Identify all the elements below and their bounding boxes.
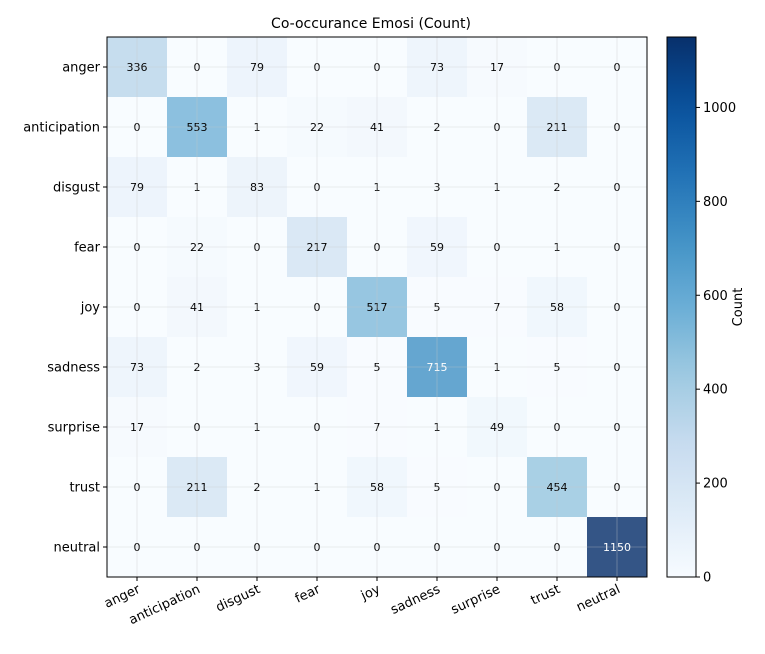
x-tick-label: fear xyxy=(293,582,323,607)
y-tick-label: disgust xyxy=(53,181,100,196)
x-tick-label: neutral xyxy=(574,582,622,615)
y-tick-label: sadness xyxy=(47,361,100,376)
y-tick-label: anger xyxy=(62,61,100,76)
x-tick-label: anger xyxy=(102,582,143,612)
colorbar-tick-label: 600 xyxy=(703,289,728,304)
x-tick-label: trust xyxy=(529,582,563,609)
y-tick-label: trust xyxy=(69,481,100,496)
chart-title: Co-occurance Emosi (Count) xyxy=(271,16,471,32)
colorbar-tick-label: 0 xyxy=(703,571,711,586)
colorbar-tick-label: 800 xyxy=(703,195,728,210)
x-tick-label: joy xyxy=(358,582,383,604)
y-tick-label: joy xyxy=(80,301,101,316)
y-tick-label: neutral xyxy=(54,541,101,556)
colorbar-tick-label: 1000 xyxy=(703,101,736,116)
gridlines xyxy=(107,37,647,577)
x-tick-label: disgust xyxy=(214,582,263,615)
colorbar-gradient xyxy=(666,36,697,578)
x-tick-label: surprise xyxy=(449,582,503,618)
y-tick-label: surprise xyxy=(48,421,100,436)
x-tick-label: sadness xyxy=(389,582,443,618)
y-tick-label: fear xyxy=(74,241,101,256)
colorbar: 0 200 400 600 800 1000 Count xyxy=(666,36,746,586)
y-tick-label: anticipation xyxy=(23,121,100,136)
colorbar-tick-label: 400 xyxy=(703,383,728,398)
row-labels: anger anticipation disgust fear joy sadness su… xyxy=(23,61,107,556)
colorbar-label: Count xyxy=(731,288,746,327)
colorbar-tick-label: 200 xyxy=(703,477,728,492)
